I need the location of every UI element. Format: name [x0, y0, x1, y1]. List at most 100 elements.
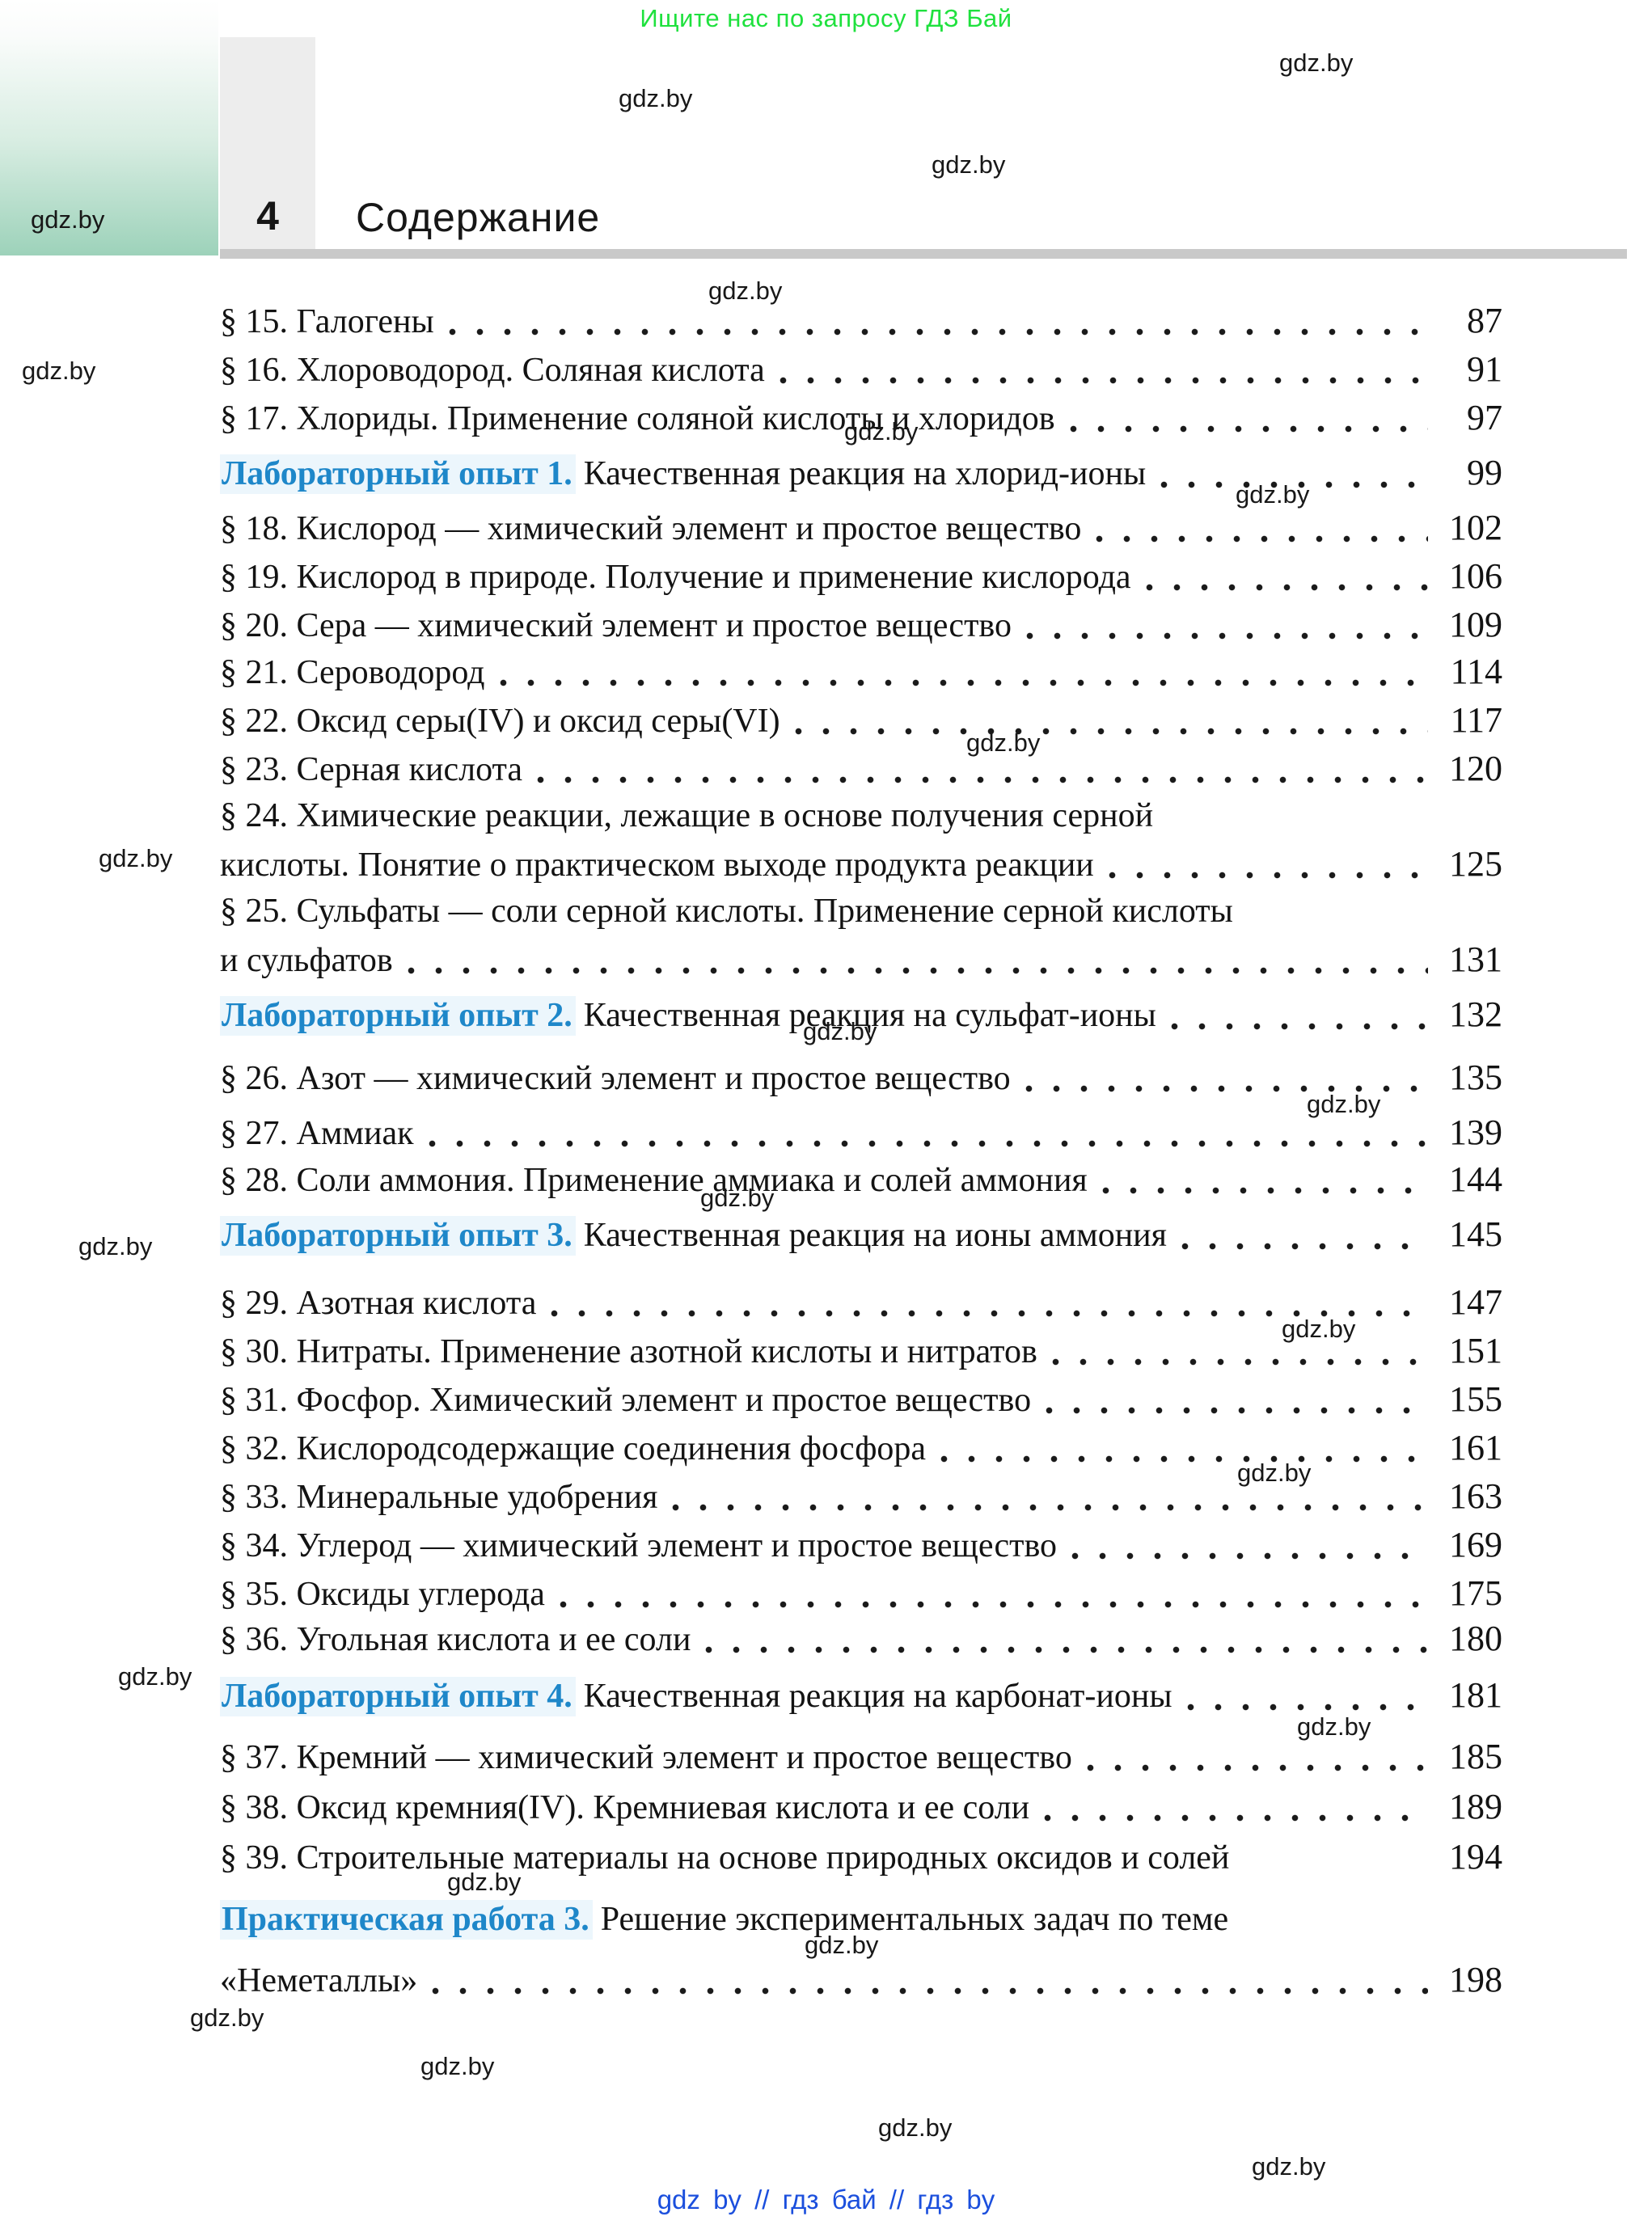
- toc-entry-text: § 30. Нитраты. Применение азотной кислот…: [220, 1333, 1037, 1370]
- toc-page-number: 106: [1449, 556, 1502, 596]
- toc-entry-text: § 16. Хлороводород. Соляная кислота: [220, 352, 765, 389]
- gdz-watermark: gdz.by: [99, 844, 173, 872]
- dot-leader: [1025, 1085, 1428, 1093]
- gdz-watermark: gdz.by: [619, 84, 693, 112]
- header-divider: [220, 249, 1627, 259]
- dot-leader: [705, 1646, 1428, 1654]
- toc-entry-line: § 30. Нитраты. Применение азотной кислот…: [220, 1331, 1502, 1371]
- toc-page-number: 102: [1449, 508, 1502, 547]
- toc-entry-line: § 36. Угольная кислота и ее соли 180: [220, 1619, 1502, 1659]
- lab-entry-line: Лабораторный опыт 3. Качественная реакция…: [220, 1214, 1502, 1256]
- toc-page-number: 97: [1467, 398, 1502, 437]
- toc-entry-text: § 21. Сероводород: [220, 654, 485, 691]
- toc-entry-text: § 37. Кремний — химический элемент и про…: [220, 1739, 1072, 1776]
- toc-entry-line: § 35. Оксиды углерода 175: [220, 1573, 1502, 1614]
- dot-leader: [499, 679, 1428, 687]
- toc-entry-text: § 23. Серная кислота: [220, 751, 523, 788]
- toc-entry-text: Качественная реакция на ионы аммония: [583, 1217, 1167, 1254]
- toc-page-number: 169: [1449, 1525, 1502, 1564]
- gdz-watermark: gdz.by: [1282, 1315, 1356, 1343]
- dot-leader: [1086, 1764, 1428, 1772]
- lab-entry-line: Лабораторный опыт 1. Качественная реакция…: [220, 453, 1502, 495]
- dot-leader: [1181, 1243, 1428, 1251]
- dot-leader: [1244, 1864, 1428, 1872]
- gdz-watermark: gdz.by: [190, 2003, 264, 2032]
- dot-leader: [672, 1504, 1428, 1512]
- toc-page-number: 180: [1449, 1619, 1502, 1658]
- dot-leader: [940, 1455, 1428, 1463]
- toc-page-number: 147: [1449, 1282, 1502, 1322]
- toc-page-number: 144: [1449, 1159, 1502, 1199]
- toc-entry-text: § 33. Минеральные удобрения: [220, 1479, 658, 1516]
- dot-leader: [1186, 1704, 1428, 1712]
- dot-leader: [432, 1987, 1428, 1995]
- toc-page-number: 135: [1449, 1058, 1502, 1097]
- toc-entry-line: § 20. Сера — химический элемент и просто…: [220, 605, 1502, 645]
- dot-leader: [1096, 535, 1428, 543]
- toc-page-number: 185: [1449, 1737, 1502, 1776]
- toc-entry-line: § 26. Азот — химический элемент и просто…: [220, 1058, 1502, 1098]
- highlighted-entry-label: Практическая работа 3.: [220, 1900, 593, 1940]
- toc-entry-line: § 37. Кремний — химический элемент и про…: [220, 1737, 1502, 1777]
- footer-link[interactable]: gdz by // гдз бай // гдз by: [657, 2185, 995, 2214]
- toc-entry-line: § 29. Азотная кислота 147: [220, 1282, 1502, 1323]
- toc-entry-line: кислоты. Понятие о практическом выходе п…: [220, 844, 1502, 885]
- dot-leader: [448, 328, 1428, 336]
- dot-leader: [1071, 1552, 1428, 1560]
- toc-entry-text: § 39. Строительные материалы на основе п…: [220, 1839, 1230, 1877]
- toc-entry-line: § 19. Кислород в природе. Получение и пр…: [220, 556, 1502, 597]
- toc-page-number: 194: [1449, 1837, 1502, 1877]
- gdz-watermark: gdz.by: [22, 357, 96, 385]
- toc-entry-line: § 21. Сероводород 114: [220, 652, 1502, 692]
- toc-entry-text: кислоты. Понятие о практическом выходе п…: [220, 847, 1094, 884]
- dot-leader: [407, 967, 1428, 975]
- toc-entry-text: § 25. Сульфаты — соли серной кислоты. Пр…: [220, 893, 1233, 930]
- gdz-watermark: gdz.by: [805, 1931, 879, 1959]
- highlighted-entry-label: Лабораторный опыт 4.: [220, 1677, 576, 1717]
- toc-entry-text: § 26. Азот — химический элемент и просто…: [220, 1060, 1011, 1097]
- toc-page-number: 161: [1449, 1428, 1502, 1467]
- toc-entry-text: § 27. Аммиак: [220, 1115, 414, 1152]
- toc-page-number: 132: [1449, 994, 1502, 1034]
- toc-entry-line: § 25. Сульфаты — соли серной кислоты. Пр…: [220, 893, 1502, 931]
- toc-entry-line: § 17. Хлориды. Применение соляной кислот…: [220, 398, 1502, 438]
- dot-leader: [551, 1310, 1428, 1318]
- toc-entry-line: § 16. Хлороводород. Соляная кислота 91: [220, 349, 1502, 390]
- toc-entry-line: § 32. Кислородсодержащие соединения фосф…: [220, 1428, 1502, 1468]
- gdz-watermark: gdz.by: [1307, 1090, 1381, 1118]
- toc-page-number: 117: [1450, 700, 1502, 740]
- toc-entry-text: § 15. Галогены: [220, 303, 434, 340]
- dot-leader: [1046, 1407, 1428, 1415]
- practical-entry-line: «Неметаллы» 198: [220, 1960, 1502, 2000]
- toc-entry-text: § 18. Кислород — химический элемент и пр…: [220, 510, 1082, 547]
- toc-entry-text: § 36. Угольная кислота и ее соли: [220, 1621, 691, 1658]
- toc-page-number: 120: [1449, 749, 1502, 788]
- dot-leader: [1025, 632, 1428, 640]
- toc-entry-line: § 33. Минеральные удобрения 163: [220, 1476, 1502, 1517]
- gdz-watermark: gdz.by: [118, 1662, 192, 1691]
- toc-page-number: 125: [1449, 844, 1502, 884]
- toc-entry-text: § 32. Кислородсодержащие соединения фосф…: [220, 1430, 927, 1467]
- toc-entry-line: § 27. Аммиак 139: [220, 1112, 1502, 1153]
- toc-entry-text: § 22. Оксид серы(IV) и оксид серы(VI): [220, 703, 780, 740]
- dot-leader: [537, 776, 1428, 784]
- toc-entry-text: Качественная реакция на хлорид-ионы: [583, 455, 1147, 492]
- toc-entry-text: § 20. Сера — химический элемент и просто…: [220, 607, 1012, 644]
- toc-page-number: 99: [1467, 453, 1502, 492]
- gdz-watermark: gdz.by: [844, 417, 919, 445]
- lab-entry-line: Лабораторный опыт 4. Качественная реакция…: [220, 1675, 1502, 1717]
- toc-page-number: 151: [1449, 1331, 1502, 1370]
- lab-entry-line: Лабораторный опыт 2. Качественная реакция…: [220, 994, 1502, 1037]
- toc-page-number: 109: [1449, 605, 1502, 644]
- gdz-watermark: gdz.by: [1237, 1459, 1312, 1487]
- toc-entry-line: и сульфатов 131: [220, 939, 1502, 980]
- dot-leader: [1044, 1814, 1428, 1822]
- gdz-watermark: gdz.by: [31, 205, 105, 234]
- toc-entry-text: § 19. Кислород в природе. Получение и пр…: [220, 559, 1131, 596]
- dot-leader: [559, 1601, 1428, 1609]
- dot-leader: [1101, 1187, 1428, 1195]
- gdz-watermark: gdz.by: [700, 1184, 775, 1212]
- highlighted-entry-label: Лабораторный опыт 2.: [220, 996, 576, 1037]
- toc-entry-line: § 34. Углерод — химический элемент и про…: [220, 1525, 1502, 1565]
